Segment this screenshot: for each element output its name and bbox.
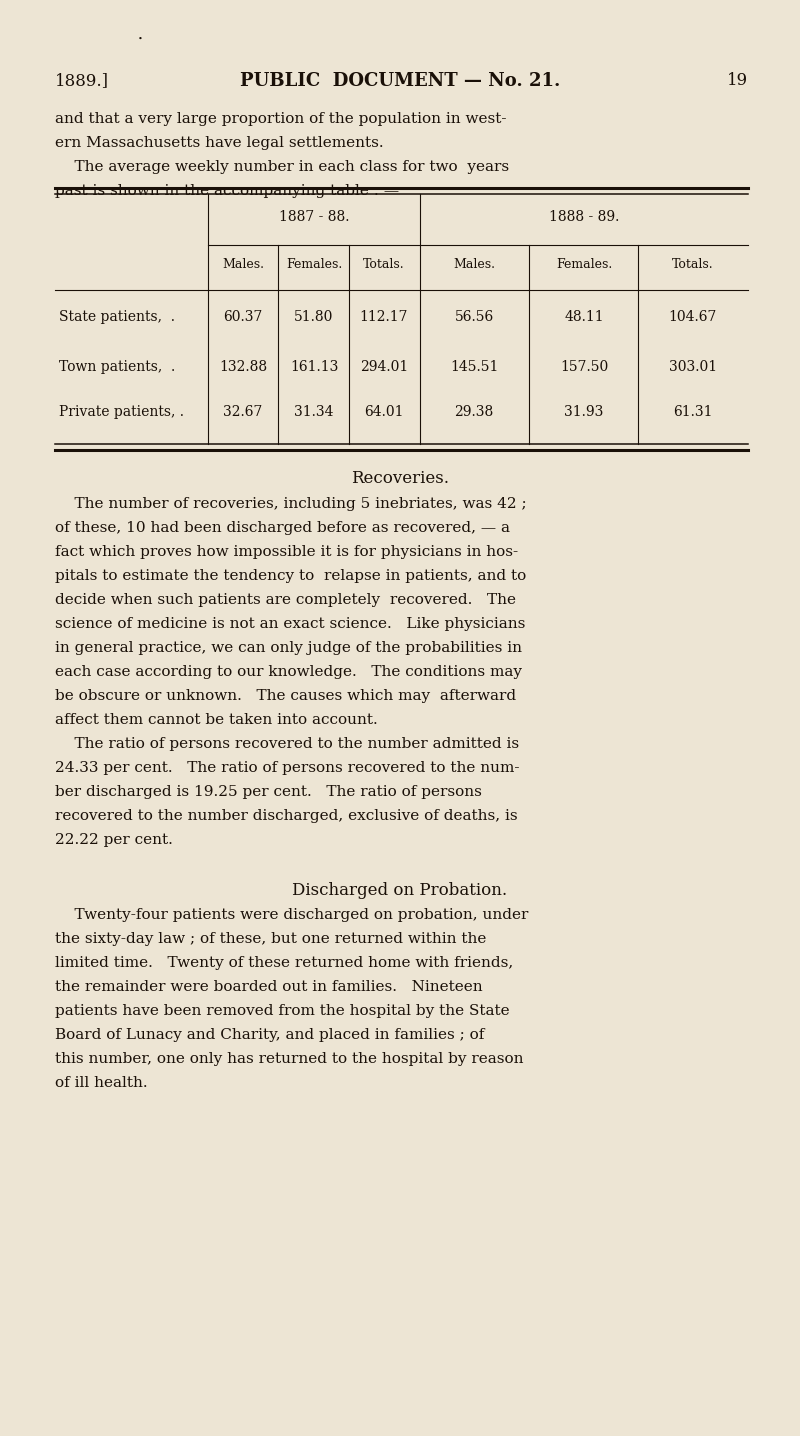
Text: PUBLIC  DOCUMENT — No. 21.: PUBLIC DOCUMENT — No. 21. (240, 72, 560, 90)
Text: past is shown in the accompanying table : —: past is shown in the accompanying table … (55, 184, 399, 198)
Text: 31.34: 31.34 (294, 405, 334, 419)
Text: ber discharged is 19.25 per cent.   The ratio of persons: ber discharged is 19.25 per cent. The ra… (55, 785, 482, 798)
Text: 32.67: 32.67 (223, 405, 262, 419)
Text: 24.33 per cent.   The ratio of persons recovered to the num-: 24.33 per cent. The ratio of persons rec… (55, 761, 519, 775)
Text: 161.13: 161.13 (290, 360, 338, 373)
Text: 60.37: 60.37 (223, 310, 262, 325)
Text: 64.01: 64.01 (364, 405, 404, 419)
Text: Discharged on Probation.: Discharged on Probation. (293, 882, 507, 899)
Text: Recoveries.: Recoveries. (351, 470, 449, 487)
Text: Females.: Females. (556, 258, 612, 271)
Text: Town patients,  .: Town patients, . (59, 360, 175, 373)
Text: limited time.   Twenty of these returned home with friends,: limited time. Twenty of these returned h… (55, 956, 514, 969)
Text: and that a very large proportion of the population in west-: and that a very large proportion of the … (55, 112, 506, 126)
Text: 22.22 per cent.: 22.22 per cent. (55, 833, 173, 847)
Text: patients have been removed from the hospital by the State: patients have been removed from the hosp… (55, 1004, 510, 1018)
Text: 48.11: 48.11 (564, 310, 604, 325)
Text: Private patients, .: Private patients, . (59, 405, 184, 419)
Text: The ratio of persons recovered to the number admitted is: The ratio of persons recovered to the nu… (55, 737, 519, 751)
Text: recovered to the number discharged, exclusive of deaths, is: recovered to the number discharged, excl… (55, 808, 518, 823)
Text: 145.51: 145.51 (450, 360, 498, 373)
Text: 112.17: 112.17 (360, 310, 408, 325)
Text: 1887 - 88.: 1887 - 88. (278, 210, 350, 224)
Text: Males.: Males. (222, 258, 264, 271)
Text: Totals.: Totals. (363, 258, 405, 271)
Text: the sixty-day law ; of these, but one returned within the: the sixty-day law ; of these, but one re… (55, 932, 486, 946)
Text: this number, one only has returned to the hospital by reason: this number, one only has returned to th… (55, 1053, 523, 1066)
Text: pitals to estimate the tendency to  relapse in patients, and to: pitals to estimate the tendency to relap… (55, 569, 526, 583)
Text: affect them cannot be taken into account.: affect them cannot be taken into account… (55, 714, 378, 727)
Text: 157.50: 157.50 (560, 360, 608, 373)
Text: 104.67: 104.67 (669, 310, 717, 325)
Text: in general practice, we can only judge of the probabilities in: in general practice, we can only judge o… (55, 640, 522, 655)
Text: 61.31: 61.31 (674, 405, 713, 419)
Text: of these, 10 had been discharged before as recovered, — a: of these, 10 had been discharged before … (55, 521, 510, 536)
Text: decide when such patients are completely  recovered.   The: decide when such patients are completely… (55, 593, 516, 607)
Text: 56.56: 56.56 (454, 310, 494, 325)
Text: The average weekly number in each class for two  years: The average weekly number in each class … (55, 159, 509, 174)
Text: be obscure or unknown.   The causes which may  afterward: be obscure or unknown. The causes which … (55, 689, 516, 704)
Text: 51.80: 51.80 (294, 310, 334, 325)
Text: 303.01: 303.01 (669, 360, 717, 373)
Text: of ill health.: of ill health. (55, 1076, 148, 1090)
Text: Females.: Females. (286, 258, 342, 271)
Text: 1889.]: 1889.] (55, 72, 109, 89)
Text: fact which proves how impossible it is for physicians in hos-: fact which proves how impossible it is f… (55, 546, 518, 559)
Text: 29.38: 29.38 (454, 405, 494, 419)
Text: 294.01: 294.01 (360, 360, 408, 373)
Text: Board of Lunacy and Charity, and placed in families ; of: Board of Lunacy and Charity, and placed … (55, 1028, 484, 1043)
Text: 31.93: 31.93 (564, 405, 604, 419)
Text: The number of recoveries, including 5 inebriates, was 42 ;: The number of recoveries, including 5 in… (55, 497, 526, 511)
Text: the remainder were boarded out in families.   Nineteen: the remainder were boarded out in famili… (55, 979, 482, 994)
Text: 19: 19 (727, 72, 748, 89)
Text: Males.: Males. (453, 258, 495, 271)
Text: 132.88: 132.88 (219, 360, 267, 373)
Text: ern Massachusetts have legal settlements.: ern Massachusetts have legal settlements… (55, 136, 384, 149)
Text: science of medicine is not an exact science.   Like physicians: science of medicine is not an exact scie… (55, 617, 526, 630)
Text: State patients,  .: State patients, . (59, 310, 175, 325)
Text: 1888 - 89.: 1888 - 89. (549, 210, 619, 224)
Text: Twenty-four patients were discharged on probation, under: Twenty-four patients were discharged on … (55, 908, 528, 922)
Text: each case according to our knowledge.   The conditions may: each case according to our knowledge. Th… (55, 665, 522, 679)
Text: Totals.: Totals. (672, 258, 714, 271)
Text: •: • (138, 34, 142, 43)
